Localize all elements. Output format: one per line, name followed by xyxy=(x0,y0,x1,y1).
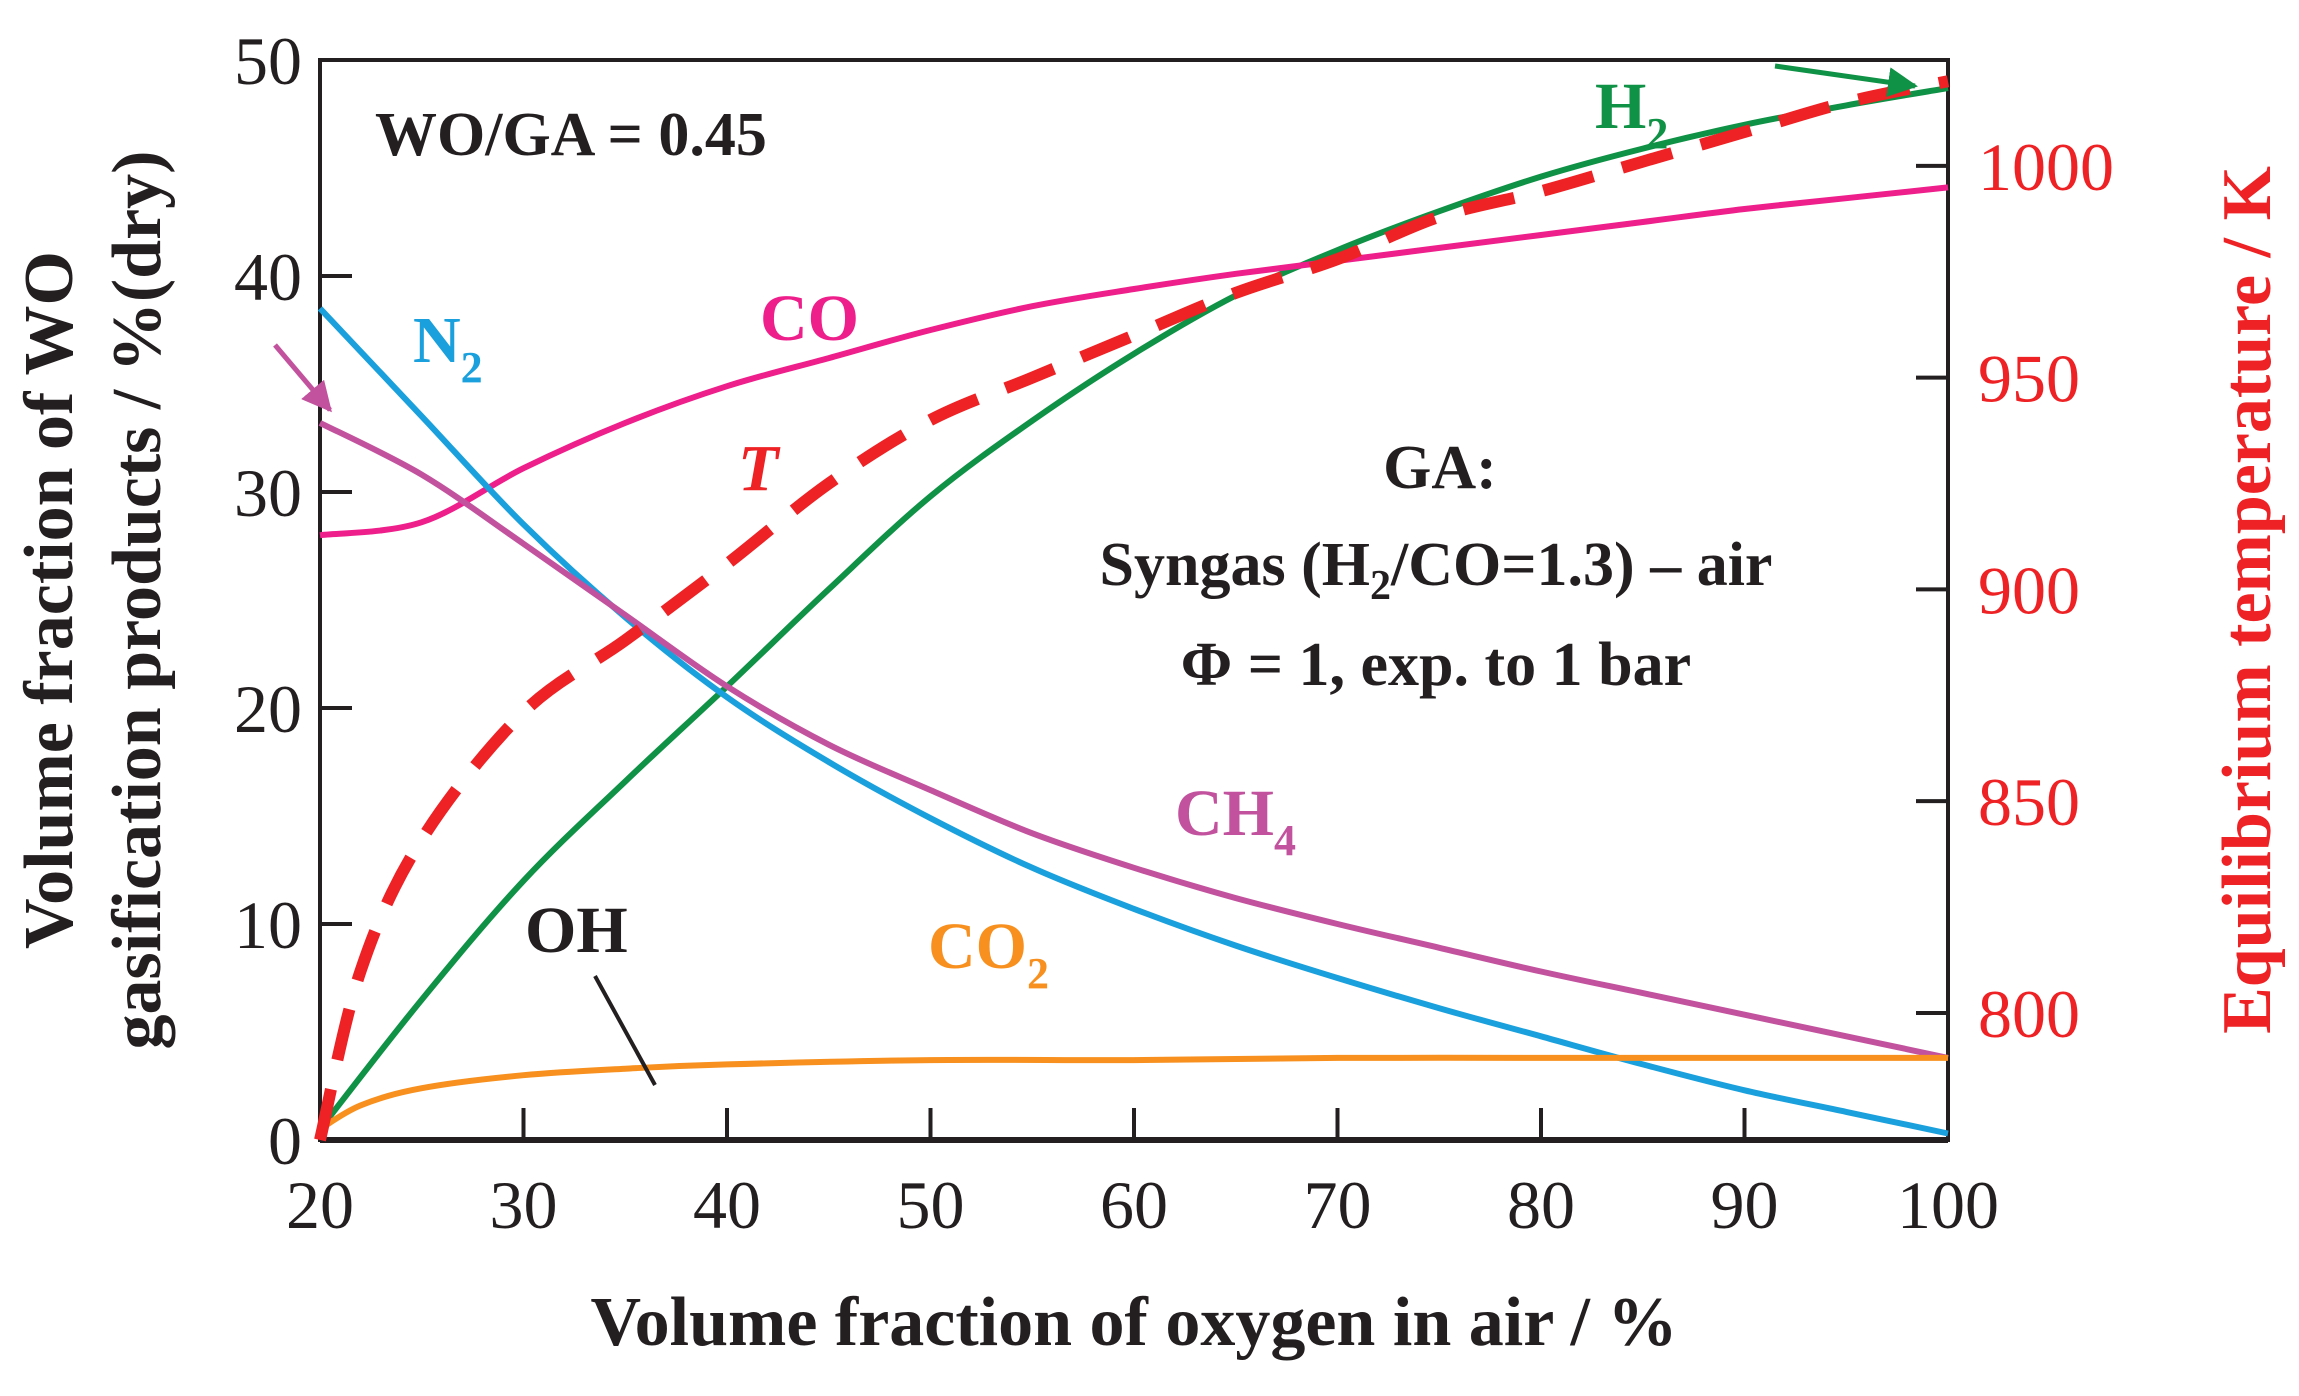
x-tick-label-6: 80 xyxy=(1507,1167,1575,1243)
oh-pointer-line xyxy=(593,975,657,1086)
ga-title: GA: xyxy=(1383,434,1497,502)
ratio-annotation: WO/GA = 0.45 xyxy=(375,101,767,169)
x-tick-label-8: 100 xyxy=(1897,1167,1999,1243)
y2-tick-label-1: 850 xyxy=(1978,764,2080,840)
y2-tick-label-0: 800 xyxy=(1978,976,2080,1052)
series-line-co xyxy=(319,184,1949,539)
y-tick-label-5: 50 xyxy=(234,23,302,99)
series-line-h2 xyxy=(317,85,1949,1132)
y-tick-label-0: 0 xyxy=(268,1103,302,1179)
series-line-t xyxy=(314,75,1950,1142)
tick-labels: 20 30 40 50 60 70 80 90 100010203040508008509009… xyxy=(234,23,2114,1243)
x-tick-label-4: 60 xyxy=(1100,1167,1168,1243)
series-line-co2 xyxy=(318,1054,1948,1132)
h2-arrow xyxy=(1774,63,1918,98)
y2-axis-title: Equilibrium temperature / K xyxy=(2209,166,2286,1034)
label-ch4: CH4 xyxy=(1175,777,1296,865)
y2-tick-label-2: 900 xyxy=(1978,552,2080,628)
tick-marks xyxy=(318,58,1950,1142)
label-t: T xyxy=(738,432,781,505)
x-tick-label-7: 90 xyxy=(1711,1167,1779,1243)
label-h2: H2 xyxy=(1595,70,1668,158)
label-co: CO xyxy=(760,282,859,355)
y-tick-label-1: 10 xyxy=(234,887,302,963)
y-tick-label-3: 30 xyxy=(234,455,302,531)
y-tick-label-4: 40 xyxy=(234,239,302,315)
plot-frame xyxy=(318,58,1950,1142)
y-tick-label-2: 20 xyxy=(234,671,302,747)
y-axis-title-line2: gasification products / %(dry) xyxy=(99,151,176,1050)
ga-line1: Syngas (H2/CO=1.3) – air xyxy=(1100,531,1773,609)
y-axis-title-line1: Volume fraction of WO xyxy=(11,251,88,949)
x-tick-label-5: 70 xyxy=(1304,1167,1372,1243)
label-n2: N2 xyxy=(413,304,483,392)
y2-tick-label-4: 1000 xyxy=(1978,129,2114,205)
x-axis-title: Volume fraction of oxygen in air / % xyxy=(591,1284,1678,1361)
ga-line2: Φ = 1, exp. to 1 bar xyxy=(1181,631,1691,699)
x-tick-label-1: 30 xyxy=(490,1167,558,1243)
ch4-arrow xyxy=(273,343,332,413)
x-tick-label-2: 40 xyxy=(693,1167,761,1243)
label-oh: OH xyxy=(525,894,628,967)
x-tick-label-3: 50 xyxy=(897,1167,965,1243)
x-tick-label-0: 20 xyxy=(286,1167,354,1243)
series-line-n2 xyxy=(317,306,1949,1137)
label-co2: CO2 xyxy=(928,910,1049,998)
series-lines xyxy=(314,75,1950,1143)
series-line-ch4 xyxy=(318,420,1949,1061)
y2-tick-label-3: 950 xyxy=(1978,341,2080,417)
